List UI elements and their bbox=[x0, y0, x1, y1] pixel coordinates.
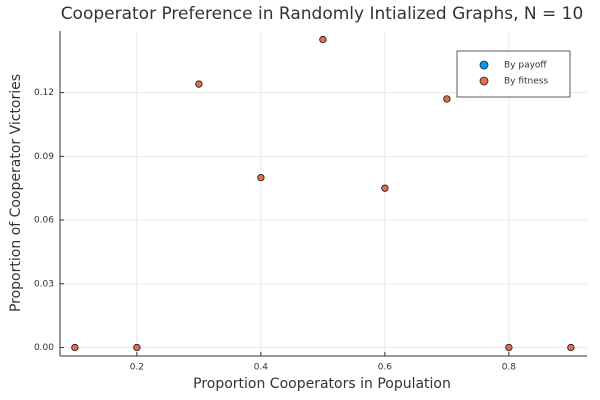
x-axis-label: Proportion Cooperators in Population bbox=[193, 376, 451, 392]
point bbox=[71, 343, 79, 352]
legend-label: By fitness bbox=[504, 77, 548, 87]
x-tick-label: 0.8 bbox=[502, 363, 517, 373]
y-tick-label: 0.00 bbox=[34, 343, 54, 353]
chart-title: Cooperator Preference in Randomly Intial… bbox=[61, 4, 584, 24]
y-axis-label: Proportion of Cooperator Victories bbox=[8, 74, 24, 312]
legend-label: By payoff bbox=[504, 61, 547, 71]
y-tick-label: 0.03 bbox=[34, 279, 54, 289]
point bbox=[319, 35, 327, 44]
legend-marker bbox=[479, 60, 489, 70]
point bbox=[567, 343, 575, 352]
y-tick-label: 0.12 bbox=[34, 88, 54, 98]
x-tick-label: 0.6 bbox=[378, 363, 393, 373]
point bbox=[195, 80, 203, 88]
point bbox=[505, 343, 513, 352]
legend-box bbox=[456, 50, 571, 98]
legend-marker bbox=[479, 76, 489, 86]
x-tick-label: 0.2 bbox=[130, 363, 144, 373]
y-tick-label: 0.09 bbox=[34, 152, 54, 162]
point bbox=[133, 343, 141, 352]
point bbox=[443, 95, 451, 103]
point bbox=[257, 173, 265, 182]
point bbox=[381, 184, 389, 192]
y-tick-label: 0.06 bbox=[34, 216, 54, 226]
x-tick-label: 0.4 bbox=[254, 363, 269, 373]
